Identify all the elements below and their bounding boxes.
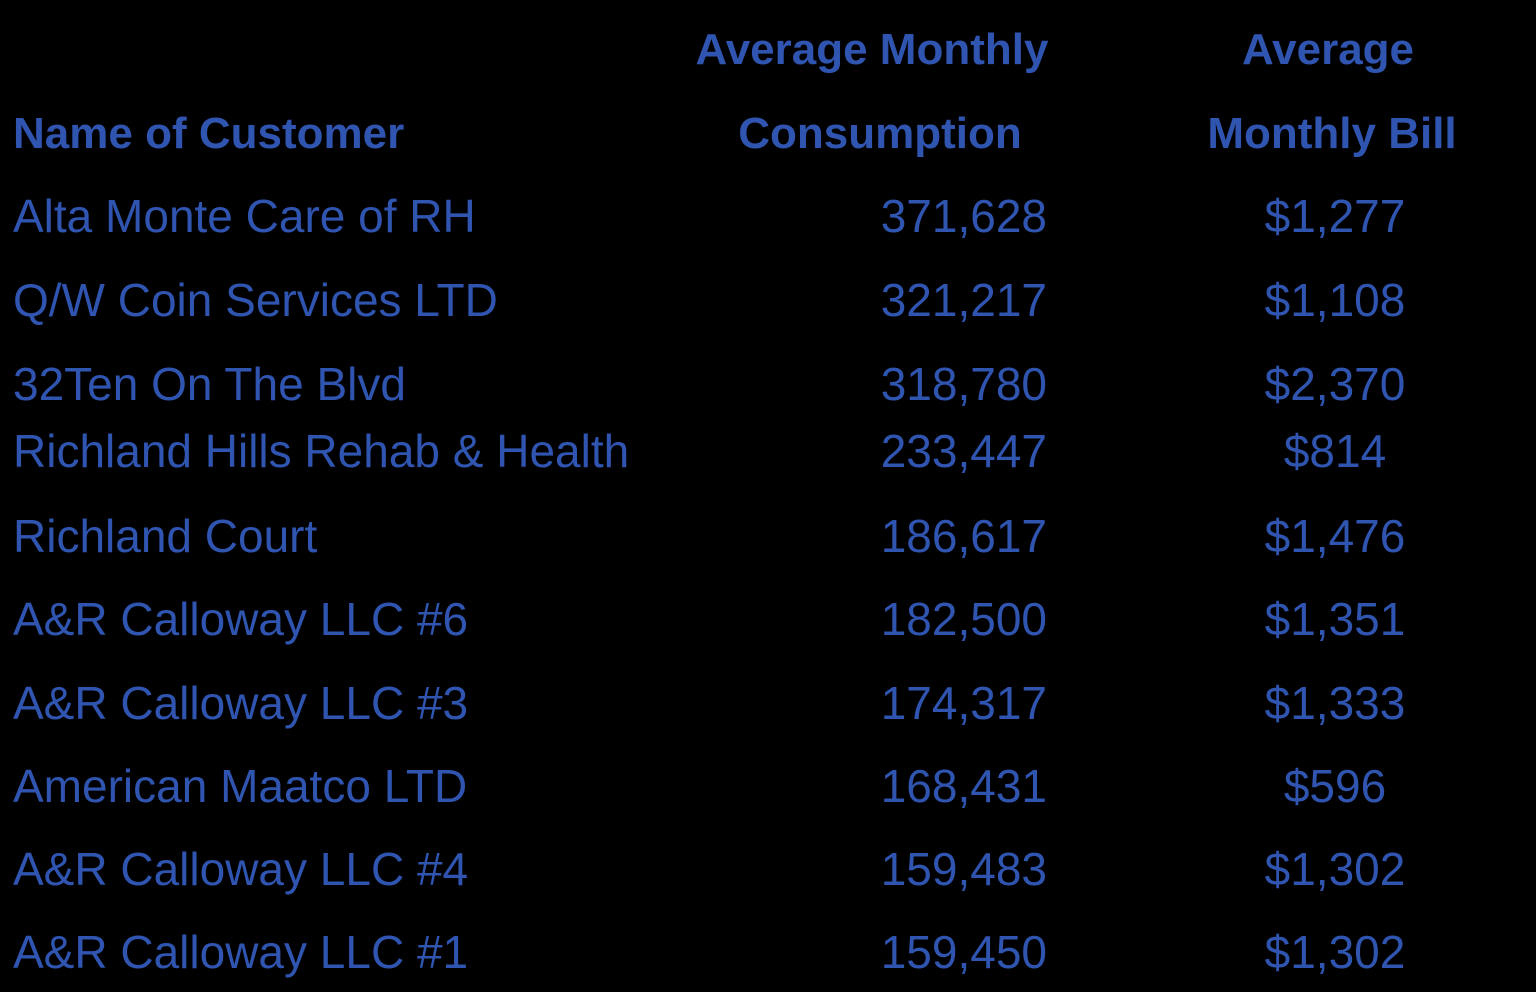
table-row: Richland Court 186,617 $1,476 xyxy=(0,506,1536,566)
bill-cell: $814 xyxy=(1283,425,1387,477)
customer-name-cell: Richland Court xyxy=(13,510,318,562)
customer-name-cell: A&R Calloway LLC #4 xyxy=(13,843,469,895)
header-consumption-line1: Average Monthly xyxy=(695,25,1049,74)
consumption-cell: 318,780 xyxy=(880,358,1047,410)
customer-name-cell: American Maatco LTD xyxy=(13,760,468,812)
bill-cell: $596 xyxy=(1283,760,1387,812)
bill-cell: $1,476 xyxy=(1264,510,1406,562)
consumption-cell: 159,450 xyxy=(880,926,1047,978)
consumption-cell: 321,217 xyxy=(880,274,1047,326)
header-bill-line1: Average xyxy=(1241,25,1415,74)
bill-cell: $1,333 xyxy=(1264,677,1406,729)
consumption-cell: 168,431 xyxy=(880,760,1047,812)
consumption-cell: 186,617 xyxy=(880,510,1047,562)
consumption-cell: 371,628 xyxy=(880,190,1047,242)
table-row: American Maatco LTD 168,431 $596 xyxy=(0,756,1536,816)
table-row: A&R Calloway LLC #3 174,317 $1,333 xyxy=(0,673,1536,733)
customer-name-cell: A&R Calloway LLC #3 xyxy=(13,677,469,729)
consumption-cell: 233,447 xyxy=(880,425,1047,477)
table-row: Richland Hills Rehab & Health 233,447 $8… xyxy=(0,421,1536,481)
customer-name-cell: A&R Calloway LLC #6 xyxy=(13,593,469,645)
customer-name-cell: Q/W Coin Services LTD xyxy=(13,274,498,326)
bill-cell: $1,277 xyxy=(1264,190,1406,242)
table-row: Q/W Coin Services LTD 321,217 $1,108 xyxy=(0,270,1536,330)
bill-cell: $1,302 xyxy=(1264,843,1406,895)
customer-name-cell: Alta Monte Care of RH xyxy=(13,190,476,242)
consumption-cell: 159,483 xyxy=(880,843,1047,895)
table-row: A&R Calloway LLC #4 159,483 $1,302 xyxy=(0,839,1536,899)
consumption-cell: 182,500 xyxy=(880,593,1047,645)
bill-cell: $2,370 xyxy=(1264,358,1406,410)
bill-cell: $1,108 xyxy=(1264,274,1406,326)
bill-cell: $1,302 xyxy=(1264,926,1406,978)
header-consumption-line2: Consumption xyxy=(738,109,1022,158)
customer-name-cell: A&R Calloway LLC #1 xyxy=(13,926,469,978)
bill-cell: $1,351 xyxy=(1264,593,1406,645)
table-row: Alta Monte Care of RH 371,628 $1,277 xyxy=(0,186,1536,246)
header-bill-line2: Monthly Bill xyxy=(1207,109,1457,158)
header-customer-name: Name of Customer xyxy=(13,109,405,158)
customer-name-cell: 32Ten On The Blvd xyxy=(13,358,406,410)
table-row: A&R Calloway LLC #6 182,500 $1,351 xyxy=(0,589,1536,649)
customer-name-cell: Richland Hills Rehab & Health xyxy=(13,425,630,477)
consumption-cell: 174,317 xyxy=(880,677,1047,729)
table-row: A&R Calloway LLC #1 159,450 $1,302 xyxy=(0,922,1536,982)
table-row: 32Ten On The Blvd 318,780 $2,370 xyxy=(0,354,1536,414)
